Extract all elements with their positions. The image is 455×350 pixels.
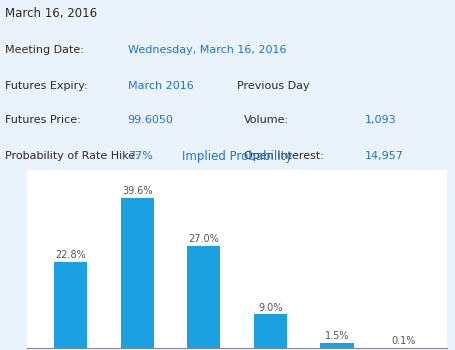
Text: 22.8%: 22.8%: [55, 250, 86, 260]
Bar: [54, 262, 87, 348]
Text: Open Interest:: Open Interest:: [243, 152, 323, 161]
Text: 99.6050: 99.6050: [127, 116, 173, 125]
Text: 77%: 77%: [127, 152, 152, 161]
Text: Futures Expiry:: Futures Expiry:: [5, 81, 88, 91]
Text: Previous Day: Previous Day: [237, 81, 309, 91]
Bar: [187, 246, 220, 348]
Text: 39.6%: 39.6%: [122, 186, 152, 196]
Text: 9.0%: 9.0%: [258, 302, 282, 313]
Text: 1,093: 1,093: [364, 116, 395, 125]
Text: Volume:: Volume:: [243, 116, 288, 125]
Bar: [320, 343, 353, 348]
Text: 1.5%: 1.5%: [324, 331, 349, 341]
Text: Meeting Date:: Meeting Date:: [5, 45, 84, 55]
Bar: [120, 198, 153, 348]
Text: 14,957: 14,957: [364, 152, 403, 161]
Text: 0.1%: 0.1%: [390, 336, 415, 346]
Text: March 2016: March 2016: [127, 81, 193, 91]
Text: March 16, 2016: March 16, 2016: [5, 7, 97, 20]
Text: Implied Probability: Implied Probability: [182, 149, 292, 163]
Text: 27.0%: 27.0%: [188, 234, 219, 244]
Text: Probability of Rate Hike:: Probability of Rate Hike:: [5, 152, 139, 161]
Text: Wednesday, March 16, 2016: Wednesday, March 16, 2016: [127, 45, 286, 55]
Text: Futures Price:: Futures Price:: [5, 116, 81, 125]
Bar: [253, 314, 287, 348]
